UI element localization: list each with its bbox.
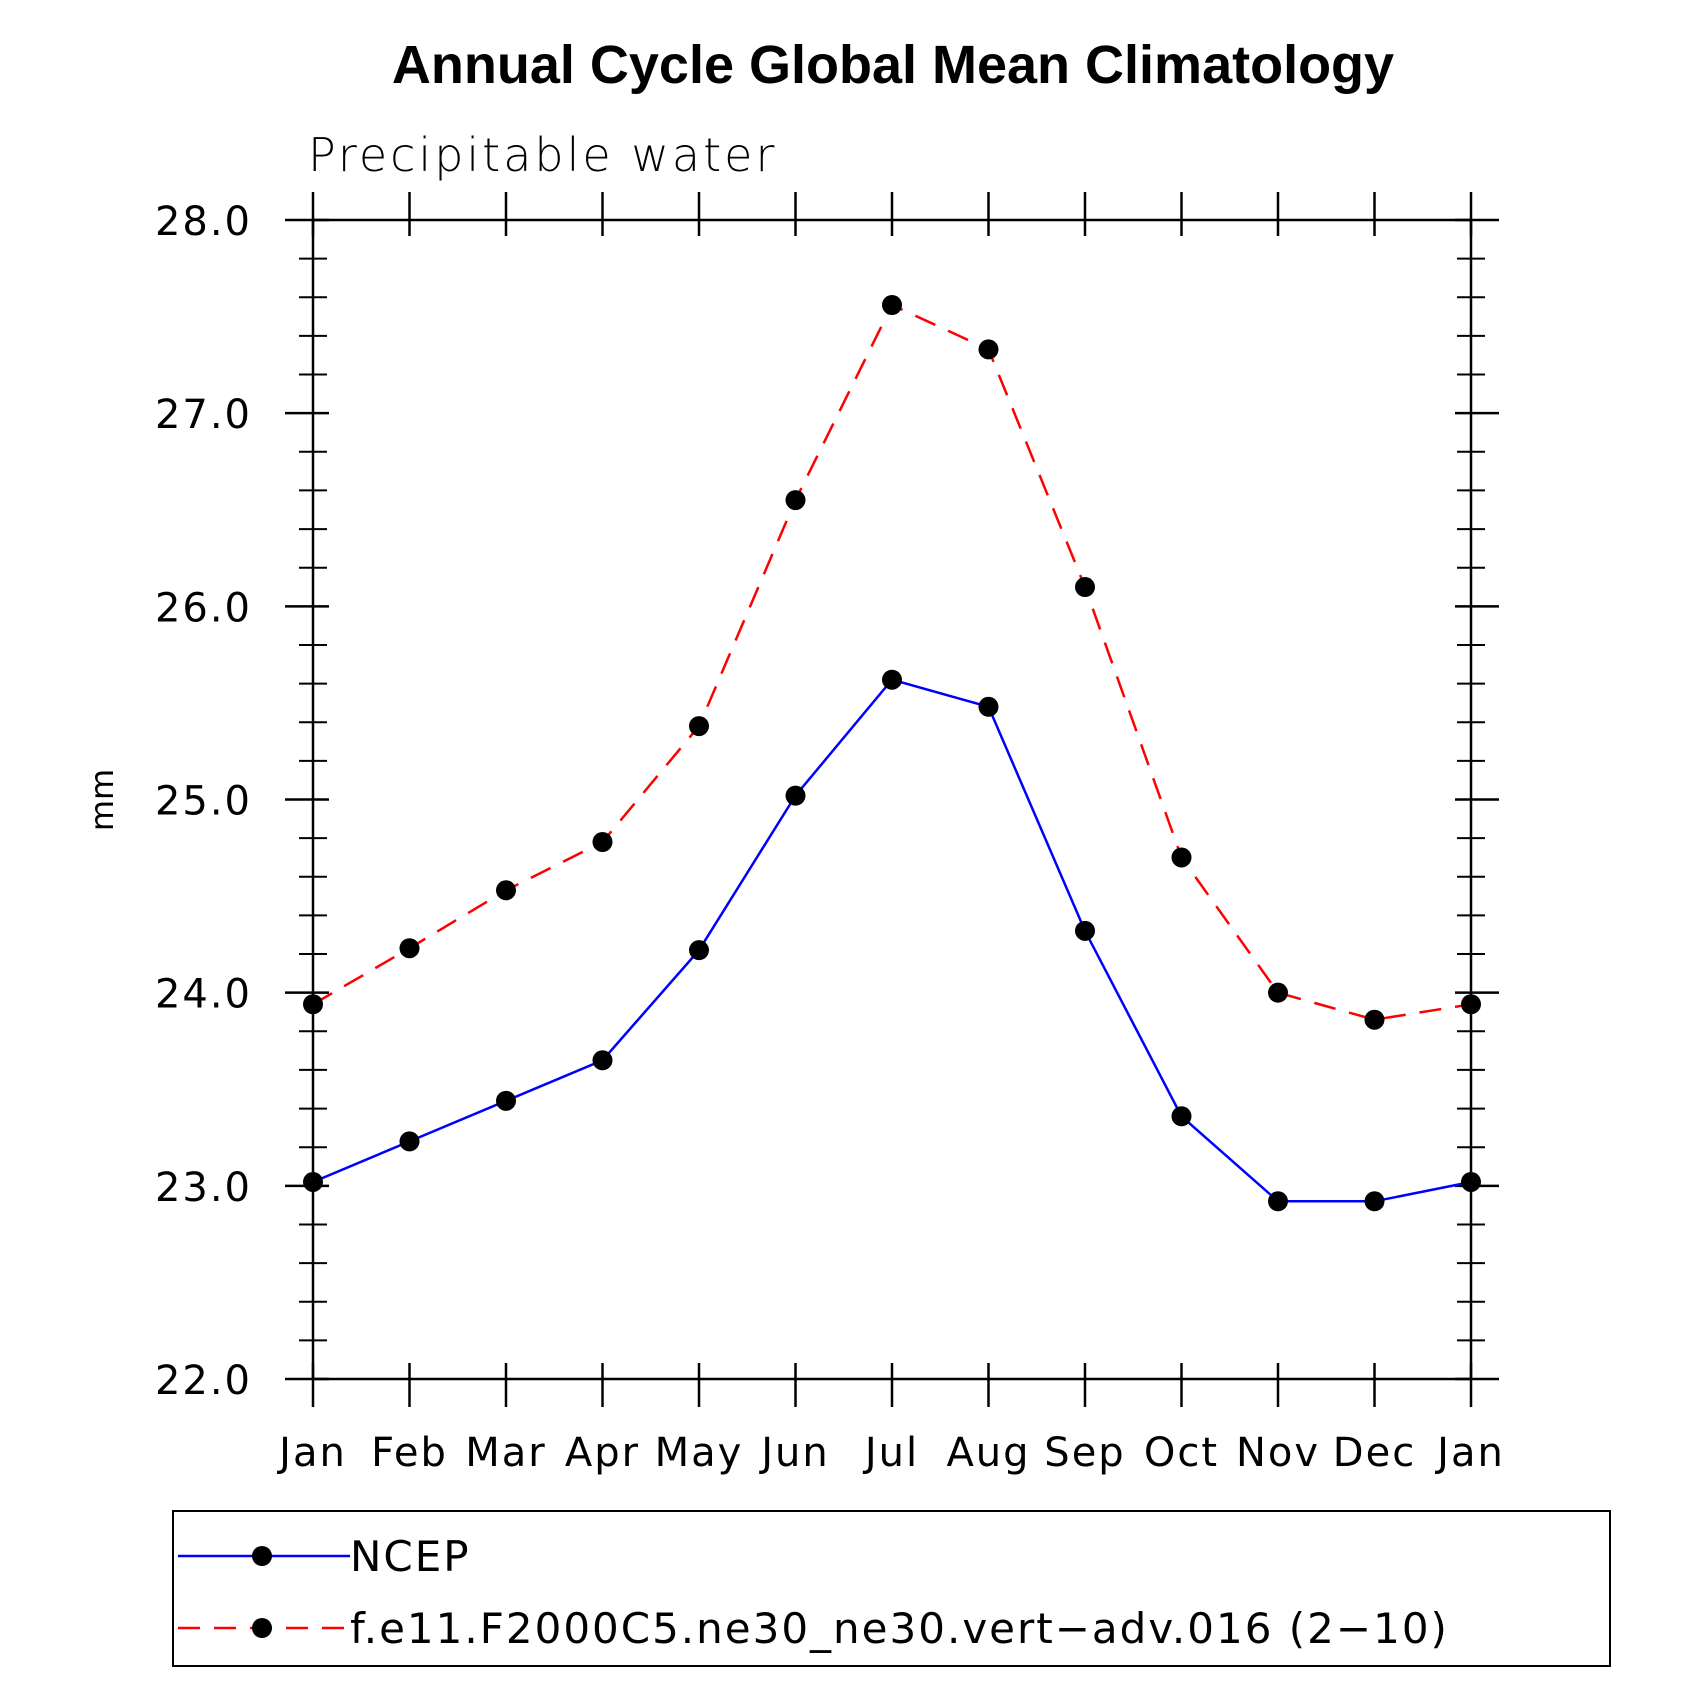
legend: NCEP f.e11.F2000C5.ne30_ne30.vert−adv.01… — [172, 1510, 1611, 1667]
series-layer — [303, 294, 1481, 1212]
x-tick-label: May — [655, 1430, 744, 1476]
data-point-s0-0 — [303, 1171, 323, 1192]
x-tick-label: Jan — [276, 1430, 347, 1476]
x-tick-label: Jan — [1434, 1430, 1505, 1476]
data-point-s1-4 — [689, 716, 709, 737]
x-tick-label: Aug — [946, 1430, 1030, 1476]
data-point-s1-1 — [399, 938, 420, 959]
ticks-layer: Jan Feb Mar Apr May Jun Jul Aug Sep Oct Nov Dec Jan 2… — [155, 192, 1505, 1476]
y-tick-label: 22.0 — [155, 1358, 252, 1404]
data-point-s0-1 — [399, 1131, 420, 1152]
legend-label-ncep: NCEP — [350, 1532, 471, 1581]
data-point-s0-6 — [882, 669, 902, 690]
data-point-s0-4 — [689, 940, 709, 961]
x-tick-label: Dec — [1333, 1430, 1416, 1476]
series-line-0 — [312, 678, 1472, 1203]
data-point-s0-12 — [1461, 1171, 1481, 1192]
x-tick-label: Apr — [565, 1430, 640, 1476]
x-tick-label: Feb — [371, 1430, 448, 1476]
plot-frame — [311, 218, 1473, 1381]
series-line-1 — [312, 303, 1472, 1021]
data-point-s0-7 — [978, 696, 999, 717]
chart-subtitle: Precipitable water — [308, 128, 777, 182]
y-tick-label: 25.0 — [155, 779, 252, 825]
data-point-s1-5 — [785, 490, 806, 511]
legend-swatch-marker-ncep — [252, 1546, 272, 1566]
x-tick-label: Mar — [465, 1430, 546, 1476]
x-tick-label: Nov — [1236, 1430, 1320, 1476]
y-tick-label: 26.0 — [155, 585, 252, 631]
data-point-s1-10 — [1268, 982, 1288, 1003]
x-tick-label: Sep — [1044, 1430, 1125, 1476]
y-tick-label: 24.0 — [155, 972, 252, 1018]
legend-box — [172, 1510, 1611, 1667]
data-point-s0-8 — [1075, 920, 1095, 941]
x-tick-label: Jun — [758, 1430, 830, 1476]
data-point-s0-10 — [1268, 1191, 1288, 1212]
data-point-s1-9 — [1171, 847, 1192, 868]
data-point-s1-2 — [496, 880, 516, 901]
data-point-s0-2 — [496, 1090, 516, 1111]
data-point-s0-11 — [1364, 1191, 1385, 1212]
x-tick-label: Jul — [862, 1430, 919, 1476]
data-point-s1-7 — [978, 339, 999, 360]
data-point-s1-11 — [1364, 1009, 1385, 1030]
y-tick-label: 28.0 — [155, 199, 252, 245]
y-tick-label: 27.0 — [155, 392, 252, 438]
data-point-s0-5 — [785, 785, 806, 806]
data-point-s0-9 — [1171, 1106, 1192, 1127]
legend-label-model: f.e11.F2000C5.ne30_ne30.vert−adv.016 (2−… — [350, 1604, 1449, 1653]
data-point-s1-8 — [1075, 577, 1095, 598]
data-point-s1-12 — [1461, 994, 1481, 1015]
legend-swatch-marker-model — [252, 1618, 272, 1638]
y-axis-label: mm — [83, 769, 121, 831]
data-point-s0-3 — [592, 1050, 613, 1071]
x-tick-label: Oct — [1144, 1430, 1219, 1476]
data-point-s1-6 — [882, 294, 902, 315]
data-point-s1-3 — [592, 831, 613, 852]
chart-title: Annual Cycle Global Mean Climatology — [392, 35, 1394, 95]
y-tick-label: 23.0 — [155, 1165, 252, 1211]
data-point-s1-0 — [303, 994, 323, 1015]
